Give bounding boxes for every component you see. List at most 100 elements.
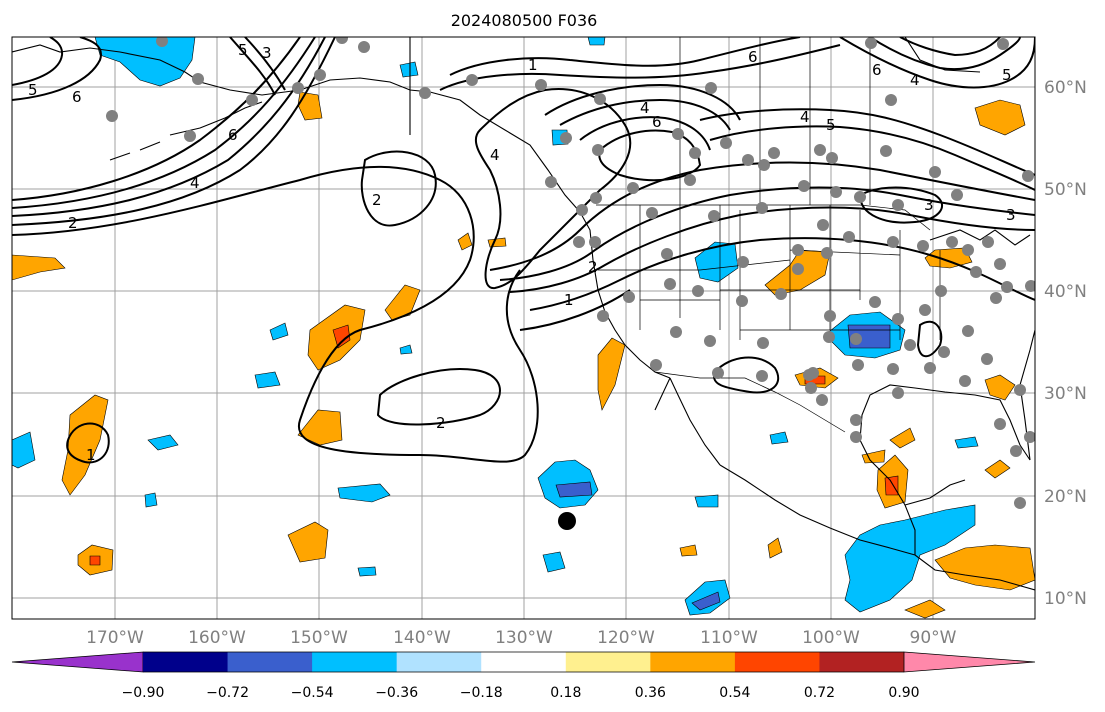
negative-area-alaska bbox=[94, 37, 196, 87]
station-dot bbox=[865, 37, 877, 49]
station-dot bbox=[938, 346, 950, 358]
positive-area bbox=[861, 449, 886, 464]
positive-core bbox=[89, 555, 101, 566]
station-dot bbox=[419, 87, 431, 99]
colorbar-segment bbox=[312, 652, 398, 672]
contour-label: 4 bbox=[640, 99, 650, 117]
station-dot bbox=[692, 285, 704, 297]
colorbar-outline bbox=[143, 651, 904, 673]
station-dot bbox=[826, 152, 838, 164]
station-dot bbox=[757, 337, 769, 349]
negative-area bbox=[844, 504, 976, 613]
station-dot bbox=[712, 367, 724, 379]
colorbar-segment bbox=[481, 652, 567, 672]
negative-area bbox=[587, 37, 606, 46]
station-dot bbox=[1010, 445, 1022, 457]
station-dot bbox=[919, 304, 931, 316]
negative-area bbox=[12, 431, 36, 469]
negative-core bbox=[691, 591, 721, 611]
station-dot bbox=[830, 186, 842, 198]
station-dot bbox=[880, 145, 892, 157]
station-dot bbox=[854, 191, 866, 203]
positive-area bbox=[984, 374, 1016, 401]
contour-label-group: 5 6 6 4 2 5 3 2 2 2 1 1 4 6 6 4 5 6 4 5 … bbox=[28, 41, 1016, 464]
station-dot bbox=[792, 244, 804, 256]
alaska-coast bbox=[12, 44, 581, 213]
negative-area bbox=[337, 483, 391, 503]
positive-area bbox=[889, 427, 916, 449]
contour-line bbox=[859, 186, 943, 224]
station-dot bbox=[758, 159, 770, 171]
lon-label-100w: 100°W bbox=[802, 628, 860, 648]
lat-label-50n: 50°N bbox=[1044, 180, 1087, 200]
station-dot bbox=[850, 431, 862, 443]
mexico-pacific-coast bbox=[719, 464, 916, 556]
colorbar-segment bbox=[396, 652, 482, 672]
map-frame bbox=[11, 36, 1036, 620]
station-dot bbox=[756, 202, 768, 214]
colorbar-extend-high bbox=[903, 651, 1036, 673]
station-dot bbox=[592, 144, 604, 156]
contour-label: 6 bbox=[228, 126, 238, 144]
contour-line bbox=[519, 289, 631, 331]
station-dot bbox=[664, 278, 676, 290]
baja-california bbox=[654, 377, 721, 466]
station-dot bbox=[689, 147, 701, 159]
station-dot bbox=[576, 204, 588, 216]
colorbar-segment bbox=[650, 652, 736, 672]
station-dot bbox=[560, 132, 572, 144]
positive-core bbox=[332, 324, 351, 349]
station-dot bbox=[670, 326, 682, 338]
station-dot bbox=[1001, 281, 1013, 293]
contour-line bbox=[709, 125, 1035, 191]
contour-line bbox=[509, 206, 1035, 293]
contour-label: 6 bbox=[72, 88, 82, 106]
station-dot bbox=[917, 240, 929, 252]
contour-line bbox=[713, 356, 780, 394]
station-dot bbox=[869, 296, 881, 308]
contour-label: 2 bbox=[588, 258, 598, 276]
contour-line bbox=[598, 129, 702, 182]
station-dot bbox=[705, 82, 717, 94]
station-points bbox=[106, 37, 1035, 509]
station-dot bbox=[535, 79, 547, 91]
contour-label: 4 bbox=[800, 108, 810, 126]
station-dot bbox=[650, 359, 662, 371]
contour-label: 5 bbox=[238, 41, 248, 59]
lon-label-110w: 110°W bbox=[700, 628, 758, 648]
station-dot bbox=[843, 231, 855, 243]
station-dot bbox=[1024, 431, 1035, 443]
positive-area bbox=[904, 599, 946, 619]
station-dot bbox=[887, 363, 899, 375]
station-dot bbox=[994, 258, 1006, 270]
station-dot bbox=[292, 82, 304, 94]
station-dot bbox=[803, 369, 815, 381]
station-dot bbox=[994, 418, 1006, 430]
negative-area bbox=[769, 431, 789, 445]
station-dot bbox=[184, 130, 196, 142]
negative-area bbox=[147, 434, 179, 451]
station-dot bbox=[951, 189, 963, 201]
station-dot bbox=[597, 310, 609, 322]
negative-area bbox=[399, 344, 413, 355]
lon-label-90w: 90°W bbox=[910, 628, 957, 648]
contour-label: 2 bbox=[68, 214, 78, 232]
lon-label-120w: 120°W bbox=[597, 628, 655, 648]
station-dot bbox=[545, 176, 557, 188]
hudson-bay bbox=[904, 37, 981, 73]
negative-area bbox=[954, 436, 979, 449]
contour-line bbox=[12, 37, 64, 86]
contour-label: 5 bbox=[28, 81, 38, 99]
station-dot bbox=[962, 325, 974, 337]
great-lakes bbox=[929, 229, 1031, 246]
station-dot bbox=[708, 210, 720, 222]
station-dot bbox=[672, 128, 684, 140]
positive-area bbox=[457, 232, 473, 251]
shaded-field bbox=[12, 37, 1035, 619]
contour-line bbox=[12, 37, 316, 209]
contour-line bbox=[439, 44, 841, 91]
negative-area bbox=[542, 551, 566, 573]
contour-label: 1 bbox=[86, 446, 96, 464]
station-dot bbox=[962, 244, 974, 256]
